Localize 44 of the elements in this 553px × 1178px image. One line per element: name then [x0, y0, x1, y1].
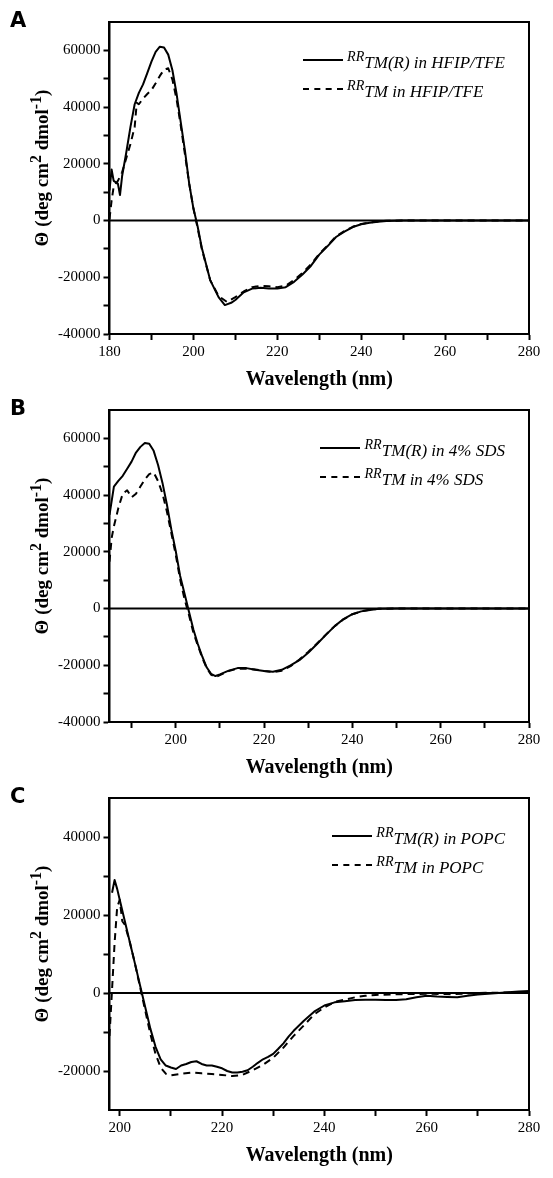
chart-title: C [10, 784, 26, 808]
y-tick-label: 0 [93, 983, 101, 1000]
y-tick-label: 0 [93, 211, 101, 228]
chart-title: A [10, 8, 27, 32]
y-tick-label: 20000 [63, 154, 101, 171]
legend-label: $^{RR}$TM(R) in 4% SDS [364, 436, 505, 461]
y-tick-label: -40000 [58, 712, 101, 729]
x-axis-title: Wavelength (nm) [245, 755, 393, 779]
x-tick-label: 220 [266, 342, 289, 359]
x-axis-title: Wavelength (nm) [245, 1143, 393, 1167]
x-tick-label: 260 [429, 730, 452, 747]
x-tick-label: 260 [433, 342, 457, 359]
x-tick-label: 260 [415, 1118, 438, 1135]
x-tick-label: 240 [349, 342, 373, 359]
y-tick-label: -20000 [58, 656, 101, 673]
legend-label: $^{RR}$TM in POPC [376, 852, 484, 878]
x-tick-label: 220 [252, 730, 276, 747]
y-tick-label: -20000 [58, 268, 101, 285]
x-tick-label: 200 [164, 730, 187, 747]
y-tick-label: 40000 [63, 486, 101, 503]
x-tick-label: 220 [210, 1118, 234, 1135]
legend-label: $^{RR}$TM in 4% SDS [364, 464, 484, 490]
x-axis-title: Wavelength (nm) [245, 367, 393, 391]
x-tick-label: 280 [517, 1118, 541, 1135]
x-tick-label: 200 [108, 1118, 131, 1135]
x-tick-label: 240 [313, 1118, 336, 1135]
y-tick-label: -40000 [58, 324, 101, 341]
y-tick-label: 60000 [63, 41, 101, 58]
legend-label: $^{RR}$TM(R) in POPC [376, 824, 505, 849]
x-tick-label: 180 [98, 342, 121, 359]
legend-label: $^{RR}$TM(R) in HFIP/TFE [347, 48, 505, 73]
chart-title: B [10, 396, 27, 420]
y-tick-label: 20000 [63, 542, 101, 559]
y-tick-label: 20000 [63, 905, 101, 922]
x-tick-label: 280 [517, 342, 541, 359]
legend-label: $^{RR}$TM in HFIP/TFE [347, 76, 484, 102]
x-tick-label: 200 [182, 342, 205, 359]
y-tick-label: -20000 [58, 1061, 101, 1078]
y-tick-label: 40000 [63, 827, 101, 844]
x-tick-label: 240 [341, 730, 364, 747]
y-tick-label: 0 [93, 599, 101, 616]
y-tick-label: 40000 [63, 98, 101, 115]
y-tick-label: 60000 [63, 429, 101, 446]
x-tick-label: 280 [517, 730, 541, 747]
